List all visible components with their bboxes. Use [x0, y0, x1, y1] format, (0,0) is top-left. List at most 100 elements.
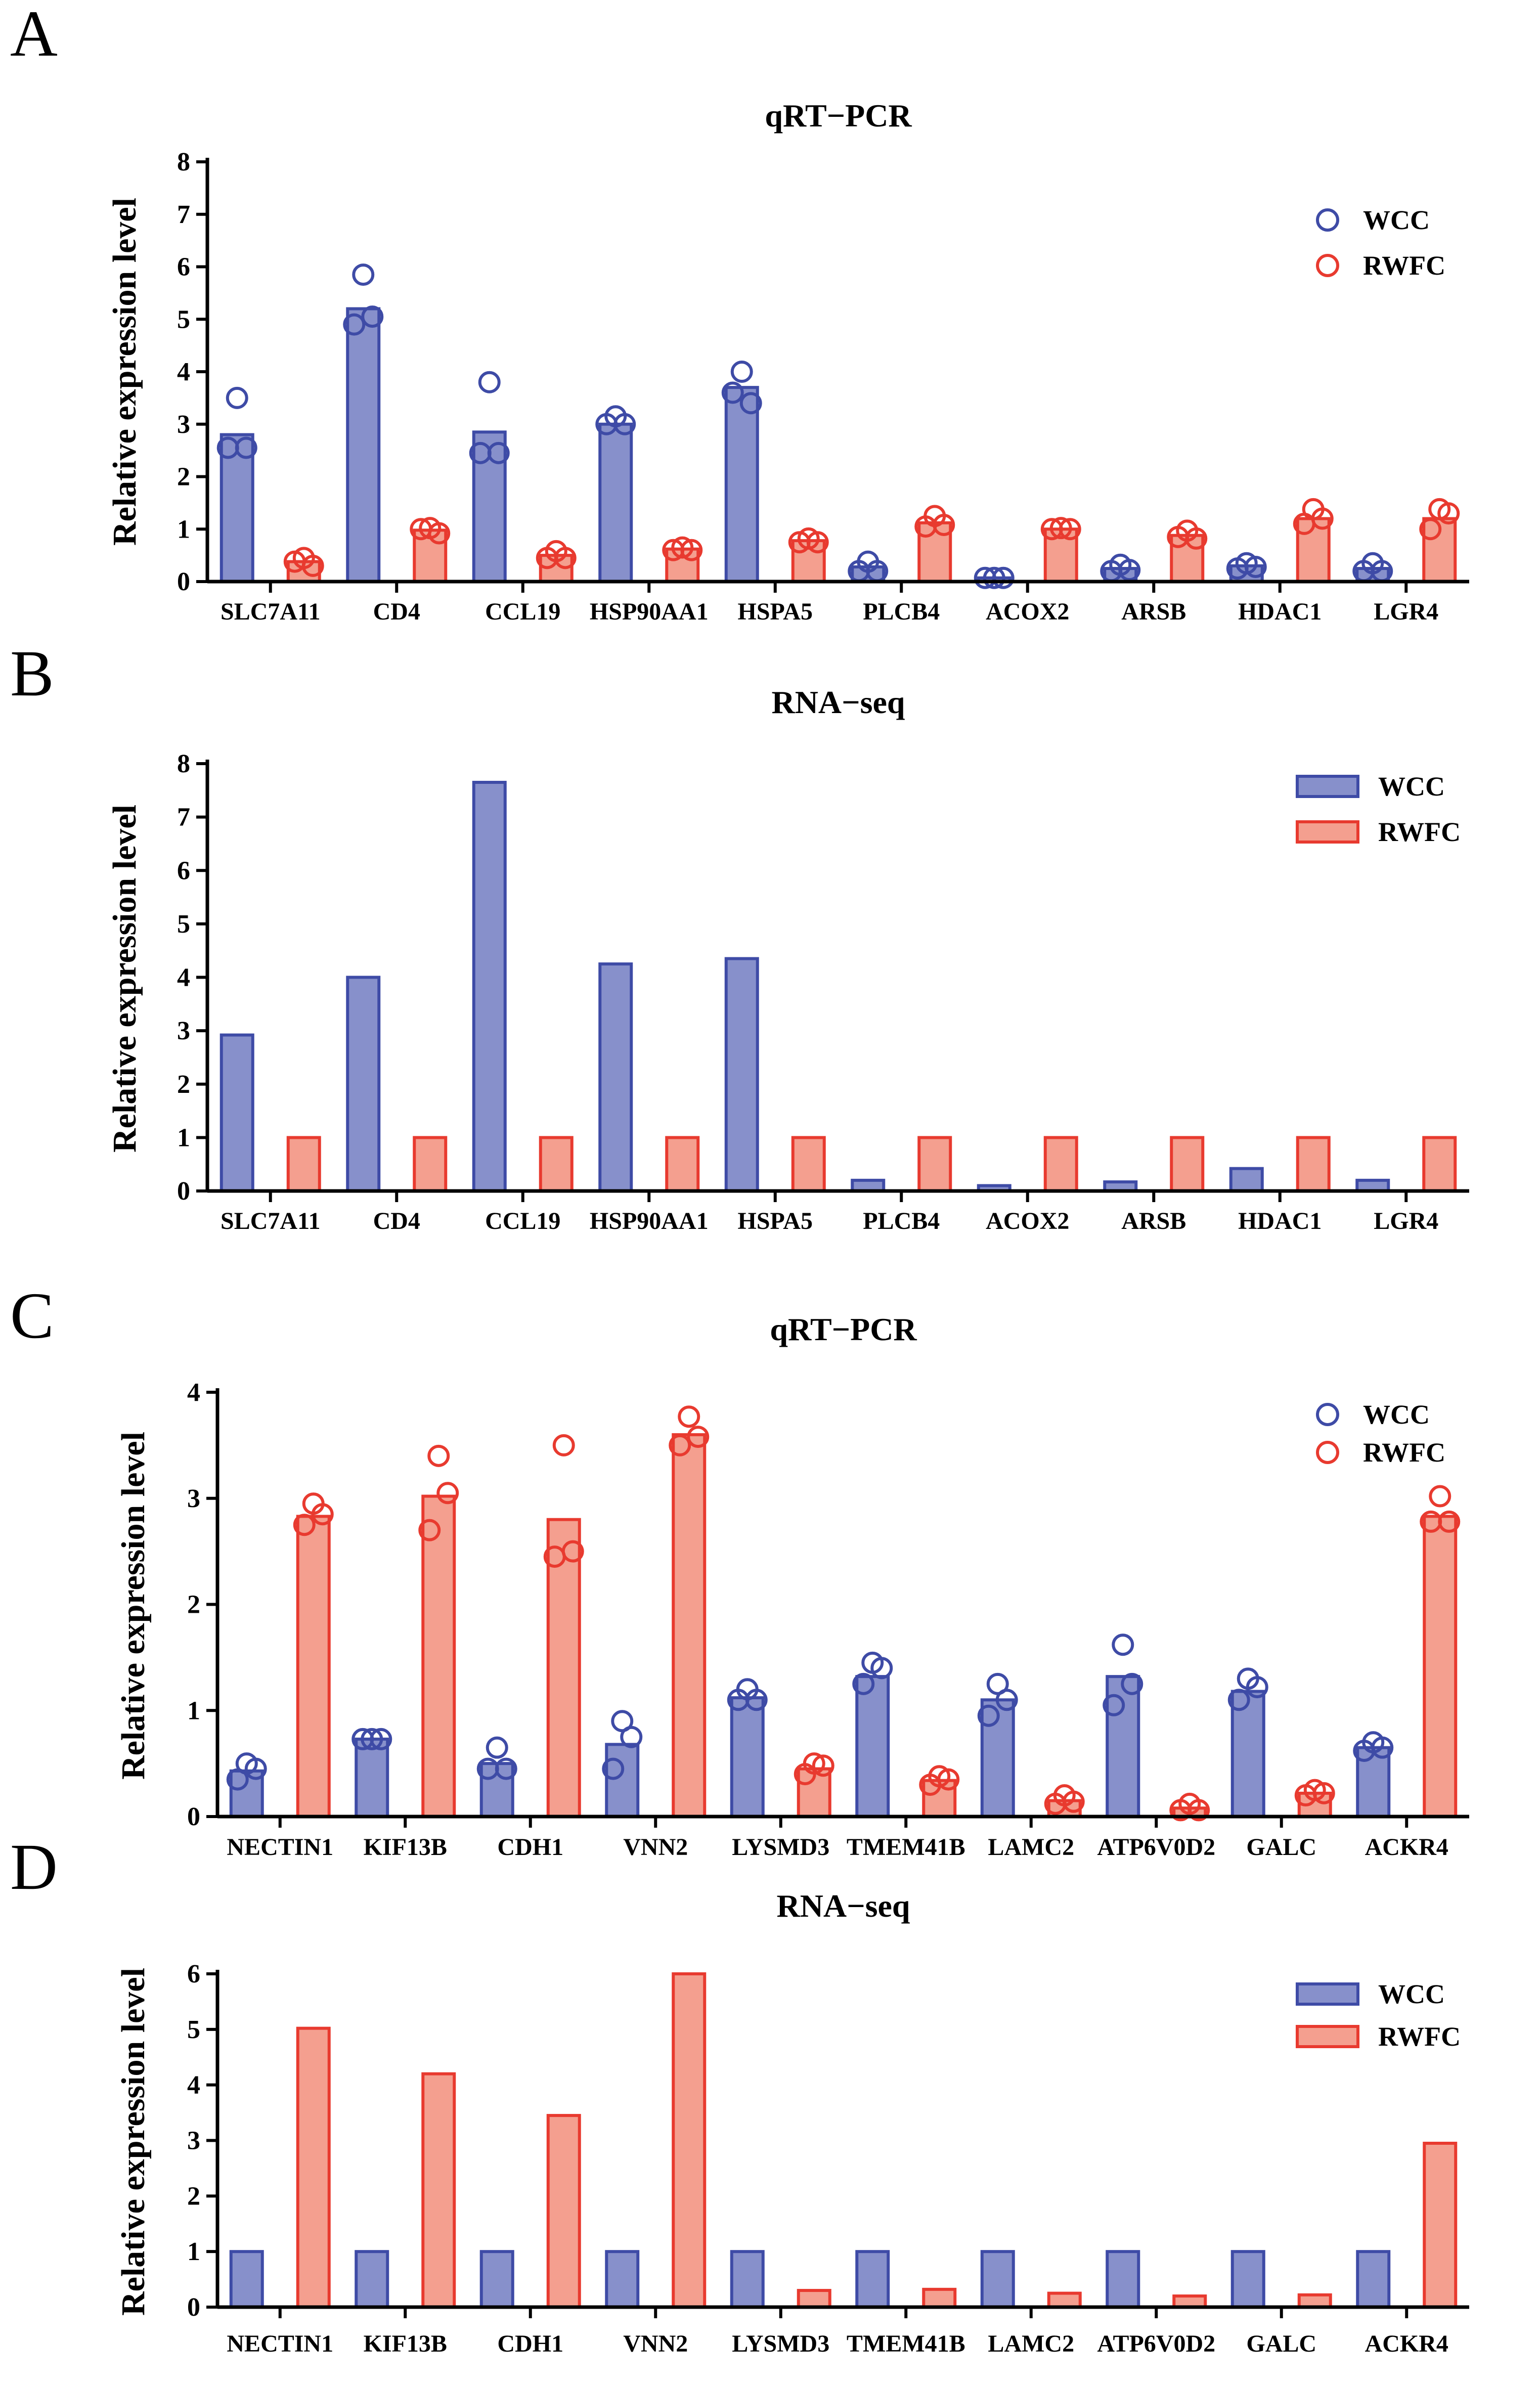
y-tick-label: 4	[177, 963, 190, 992]
data-point-rwfc	[1059, 518, 1081, 541]
bar-rwfc-nectin1	[296, 2026, 331, 2309]
x-tick-label: ACKR4	[1365, 2330, 1448, 2357]
data-point-rwfc	[311, 1503, 334, 1526]
legend-label-wcc: WCC	[1378, 1979, 1445, 2009]
bar-rwfc-lysmd3	[797, 2289, 831, 2309]
data-point-rwfc	[669, 1434, 691, 1456]
x-tick-label: TMEM41B	[847, 1834, 965, 1861]
legend-marker-rwfc	[1296, 2025, 1359, 2048]
x-tick-label: CD4	[373, 598, 420, 625]
bar-rwfc-ackr4	[1423, 1515, 1458, 1818]
y-tick-label: 5	[177, 305, 190, 334]
data-point-rwfc	[1438, 1510, 1461, 1533]
data-point-wcc	[745, 1689, 768, 1711]
data-point-wcc	[1246, 1676, 1268, 1699]
legend-marker-rwfc	[1316, 1441, 1339, 1464]
data-point-rwfc	[418, 1519, 441, 1541]
data-point-wcc	[983, 566, 1005, 589]
bar-rwfc-tmem41b	[922, 2287, 957, 2309]
data-point-rwfc	[806, 531, 829, 554]
chart-title: qRT−PCR	[765, 98, 912, 134]
x-tick-label: TMEM41B	[847, 2330, 965, 2357]
data-point-wcc	[1121, 1672, 1143, 1695]
data-point-wcc	[226, 386, 248, 409]
bar-rwfc-plcb4	[917, 1136, 952, 1192]
y-tick-label: 8	[177, 148, 190, 176]
x-tick-label: KIF13B	[364, 2330, 447, 2357]
y-tick-label: 0	[177, 1177, 190, 1206]
y-axis-label: Relative expression level	[115, 1432, 152, 1780]
y-tick-label: 3	[187, 2127, 200, 2155]
data-point-rwfc	[933, 513, 955, 536]
y-tick-label: 0	[187, 2293, 200, 2322]
x-tick-label: LYSMD3	[732, 1834, 829, 1861]
x-tick-label: LGR4	[1374, 1208, 1438, 1234]
data-point-rwfc	[794, 1763, 816, 1786]
data-point-rwfc	[671, 536, 694, 559]
data-point-rwfc	[301, 554, 324, 577]
data-point-wcc	[870, 1657, 893, 1680]
data-point-rwfc	[1062, 1790, 1085, 1813]
bar-wcc-kif13b	[355, 1737, 389, 1819]
panel-letter: A	[10, 0, 58, 70]
y-tick-label: 4	[177, 358, 190, 386]
data-point-rwfc	[687, 1426, 710, 1448]
y-tick-label: 2	[177, 463, 190, 492]
bar-rwfc-arsb	[1170, 1136, 1205, 1192]
data-point-wcc	[995, 1689, 1018, 1711]
legend-marker-wcc	[1296, 1982, 1359, 2006]
y-tick-label: 7	[177, 803, 190, 832]
x-tick-label: ACOX2	[986, 598, 1069, 625]
legend-label-rwfc: RWFC	[1363, 1437, 1445, 1468]
bar-wcc-atp6v0d2	[1106, 1675, 1140, 1818]
data-point-wcc	[992, 566, 1015, 589]
y-tick-label: 4	[187, 2071, 200, 2100]
data-point-rwfc	[812, 1754, 834, 1777]
x-tick-label: HSP90AA1	[590, 598, 709, 625]
data-point-rwfc	[436, 1482, 459, 1505]
bar-wcc-hspa5	[724, 957, 759, 1192]
y-tick-label: 3	[177, 1017, 190, 1045]
x-tick-label: NECTIN1	[227, 1834, 333, 1861]
y-axis-label: Relative expression level	[106, 198, 143, 546]
data-point-wcc	[739, 392, 762, 415]
bar-rwfc-galc	[1297, 2293, 1332, 2309]
bar-wcc-lysmd3	[730, 2250, 765, 2309]
legend-label-rwfc: RWFC	[1378, 817, 1461, 847]
bar-rwfc-slc7a11	[286, 1136, 321, 1192]
data-point-wcc	[1118, 559, 1141, 582]
panel-d: D RNA−seq Relative expression level NECTIN1…	[10, 1831, 1469, 2357]
data-point-wcc	[478, 371, 501, 393]
x-tick-label: HDAC1	[1238, 1208, 1322, 1234]
x-tick-label: VNN2	[623, 2330, 688, 2357]
x-tick-label: LYSMD3	[732, 2330, 829, 2357]
x-tick-label: ARSB	[1121, 1208, 1186, 1234]
data-point-wcc	[977, 1704, 1000, 1727]
data-point-wcc	[730, 361, 753, 383]
legend-marker-rwfc	[1296, 820, 1359, 844]
x-tick-label: HSPA5	[738, 598, 813, 625]
x-tick-label: HSPA5	[738, 1208, 813, 1234]
bar-wcc-vnn2	[605, 1743, 640, 1819]
x-tick-label: ATP6V0D2	[1097, 1834, 1215, 1861]
y-axis-label: Relative expression level	[115, 1968, 152, 2316]
data-point-rwfc	[1187, 1799, 1210, 1822]
y-tick-label: 1	[187, 1696, 200, 1725]
y-tick-label: 1	[187, 2237, 200, 2266]
x-tick-label: ATP6V0D2	[1097, 2330, 1215, 2357]
data-point-wcc	[721, 381, 744, 404]
data-point-rwfc	[427, 1444, 450, 1467]
data-point-wcc	[226, 1768, 249, 1791]
y-tick-label: 4	[187, 1378, 200, 1407]
x-tick-label: CCL19	[485, 1208, 560, 1234]
data-point-wcc	[852, 1672, 875, 1695]
data-point-rwfc	[1185, 527, 1208, 550]
chart-title: qRT−PCR	[770, 1311, 917, 1347]
y-tick-label: 2	[187, 1590, 200, 1619]
data-point-wcc	[1103, 1694, 1125, 1716]
data-point-wcc	[613, 413, 636, 435]
x-tick-label: CD4	[373, 1208, 420, 1234]
data-point-wcc	[235, 436, 257, 459]
bar-wcc-hdac1	[1229, 1167, 1264, 1192]
